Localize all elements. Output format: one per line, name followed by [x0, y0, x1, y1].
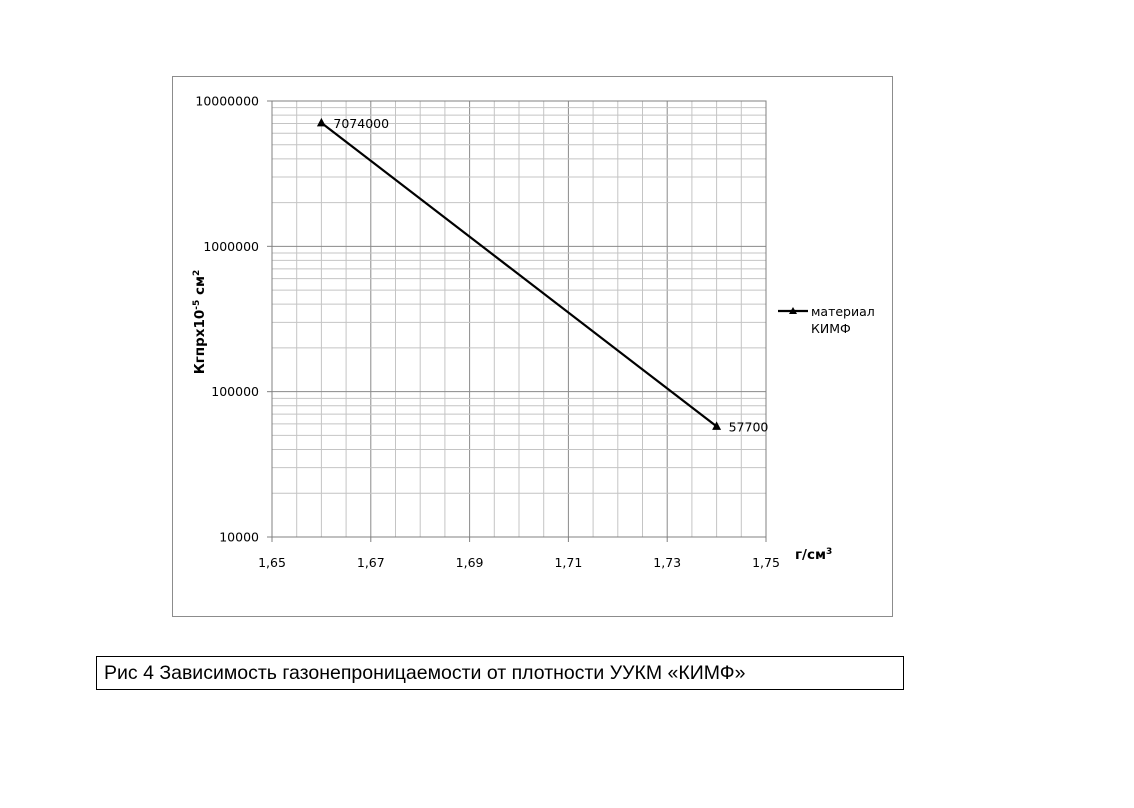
chart-area	[172, 76, 893, 617]
y-tick-label: 100000	[211, 384, 259, 399]
x-axis-title: г/см3	[795, 547, 832, 563]
series-line	[320, 121, 718, 428]
x-tick-label: 1,69	[456, 555, 484, 570]
plot-area-border	[271, 100, 767, 538]
y-tick-label: 1000000	[203, 239, 259, 254]
data-point-marker	[712, 421, 722, 430]
x-tick-label: 1,75	[752, 555, 780, 570]
figure-caption: Рис 4 Зависимость газонепроницаемости от…	[96, 656, 904, 690]
tick-labels: 1,65 1,67 1,69 1,71 1,73 1,75 10000 100000 10000…	[195, 94, 780, 571]
legend-label-line1: материал	[811, 304, 875, 319]
caption-text: Рис 4 Зависимость газонепроницаемости от…	[104, 661, 746, 684]
y-tick-label: 10000000	[195, 94, 259, 109]
data-label: 7074000	[333, 116, 389, 131]
y-axis-title: Кгпрх10-5 см2	[192, 270, 208, 375]
x-tick-label: 1,67	[357, 555, 385, 570]
series-layer: 7074000 57700	[316, 116, 769, 434]
legend-label-line2: КИМФ	[811, 321, 851, 336]
grid-lines	[267, 100, 767, 542]
y-tick-label: 10000	[219, 530, 259, 545]
legend-triangle-marker	[789, 307, 797, 314]
data-label: 57700	[729, 419, 769, 434]
x-tick-label: 1,73	[653, 555, 681, 570]
x-tick-label: 1,65	[258, 555, 286, 570]
x-tick-label: 1,71	[554, 555, 582, 570]
legend: материал КИМФ	[778, 304, 875, 336]
data-point-marker	[316, 117, 326, 127]
